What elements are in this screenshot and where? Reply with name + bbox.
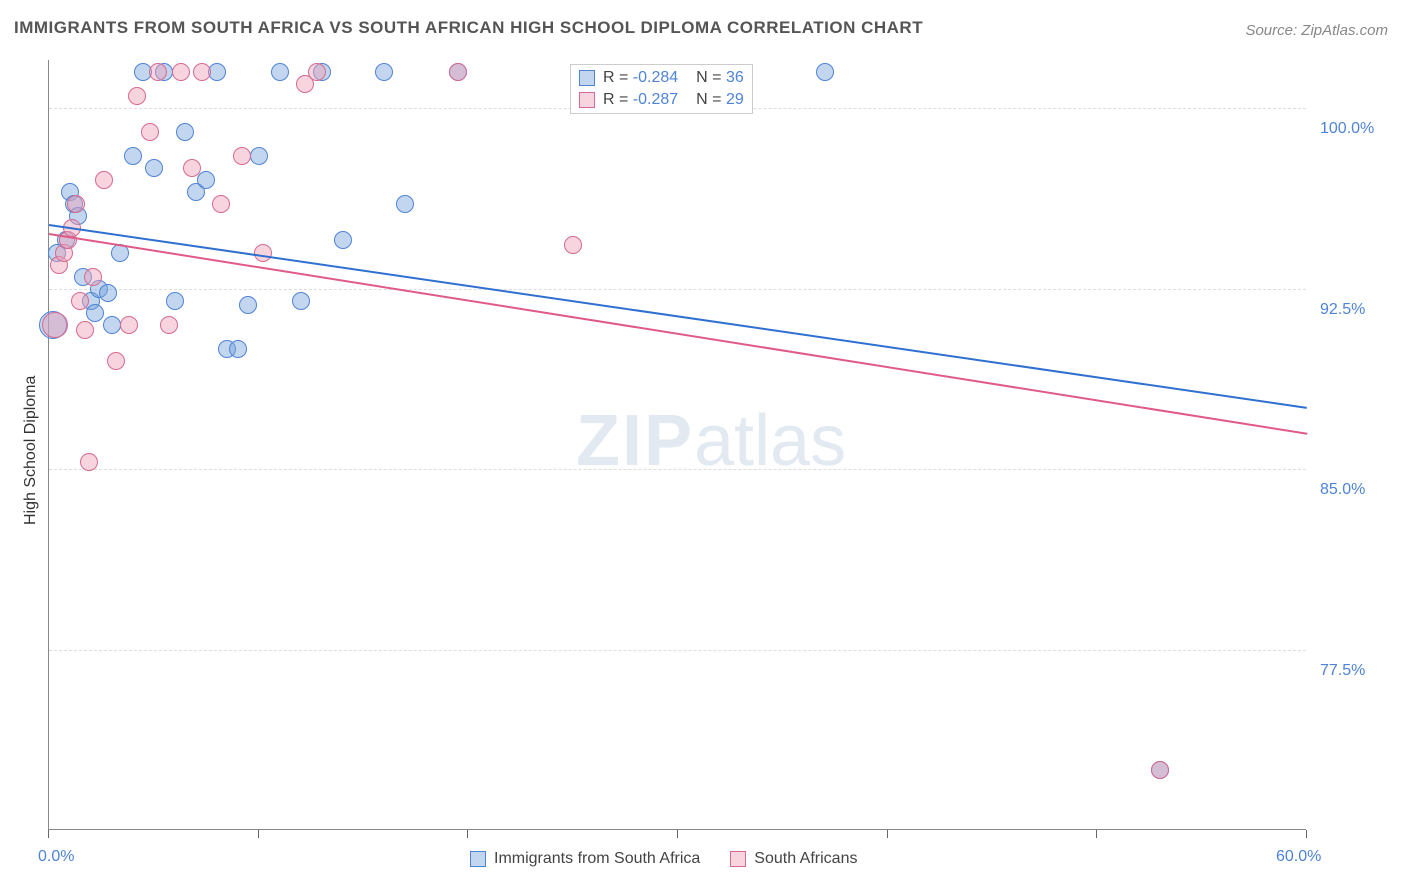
legend-label: South Africans	[754, 850, 857, 868]
data-point	[229, 340, 247, 358]
data-point	[67, 195, 85, 213]
data-point	[176, 123, 194, 141]
data-point	[1151, 761, 1169, 779]
data-point	[103, 316, 121, 334]
data-point	[42, 312, 68, 338]
legend-swatch	[470, 851, 486, 867]
data-point	[120, 316, 138, 334]
source-attribution: Source: ZipAtlas.com	[1245, 22, 1388, 39]
y-tick-label: 100.0%	[1320, 120, 1374, 138]
data-point	[107, 352, 125, 370]
x-tick-mark	[887, 830, 888, 838]
y-tick-label: 85.0%	[1320, 481, 1365, 499]
data-point	[375, 63, 393, 81]
x-tick-mark	[1096, 830, 1097, 838]
legend-stats-row: R = -0.284N = 36	[579, 69, 744, 87]
data-point	[149, 63, 167, 81]
data-point	[183, 159, 201, 177]
legend-swatch	[730, 851, 746, 867]
data-point	[254, 244, 272, 262]
data-point	[124, 147, 142, 165]
data-point	[145, 159, 163, 177]
data-point	[271, 63, 289, 81]
x-tick-mark	[467, 830, 468, 838]
x-tick-label: 0.0%	[38, 848, 74, 866]
y-tick-label: 92.5%	[1320, 301, 1365, 319]
legend-stats-text: R = -0.287N = 29	[603, 91, 744, 109]
data-point	[564, 236, 582, 254]
data-point	[193, 63, 211, 81]
legend-stats-text: R = -0.284N = 36	[603, 69, 744, 87]
data-point	[308, 63, 326, 81]
data-point	[816, 63, 834, 81]
legend-item: Immigrants from South Africa	[470, 850, 700, 868]
series-legend: Immigrants from South Africa South Africa…	[470, 850, 857, 868]
data-point	[80, 453, 98, 471]
data-point	[239, 296, 257, 314]
y-tick-label: 77.5%	[1320, 662, 1365, 680]
legend-stats-row: R = -0.287N = 29	[579, 91, 744, 109]
data-point	[172, 63, 190, 81]
data-point	[141, 123, 159, 141]
chart-title: IMMIGRANTS FROM SOUTH AFRICA VS SOUTH AF…	[14, 18, 923, 38]
data-point	[160, 316, 178, 334]
x-tick-label: 60.0%	[1276, 848, 1321, 866]
x-tick-mark	[258, 830, 259, 838]
legend-label: Immigrants from South Africa	[494, 850, 700, 868]
gridline-h	[49, 650, 1306, 651]
legend-swatch	[579, 70, 595, 86]
data-point	[396, 195, 414, 213]
legend-item: South Africans	[730, 850, 857, 868]
x-tick-mark	[48, 830, 49, 838]
data-point	[334, 231, 352, 249]
data-point	[166, 292, 184, 310]
data-point	[449, 63, 467, 81]
data-point	[99, 284, 117, 302]
y-axis-label: High School Diploma	[22, 376, 40, 525]
data-point	[76, 321, 94, 339]
gridline-h	[49, 469, 1306, 470]
data-point	[233, 147, 251, 165]
data-point	[86, 304, 104, 322]
data-point	[95, 171, 113, 189]
regression-line	[49, 233, 1307, 435]
data-point	[250, 147, 268, 165]
data-point	[212, 195, 230, 213]
data-point	[197, 171, 215, 189]
plot-area: ZIPatlas	[48, 60, 1306, 830]
data-point	[84, 268, 102, 286]
data-point	[128, 87, 146, 105]
correlation-stats-legend: R = -0.284N = 36 R = -0.287N = 29	[570, 64, 753, 114]
x-tick-mark	[677, 830, 678, 838]
data-point	[292, 292, 310, 310]
data-point	[71, 292, 89, 310]
x-tick-mark	[1306, 830, 1307, 838]
legend-swatch	[579, 92, 595, 108]
regression-line	[49, 224, 1307, 409]
gridline-h	[49, 289, 1306, 290]
